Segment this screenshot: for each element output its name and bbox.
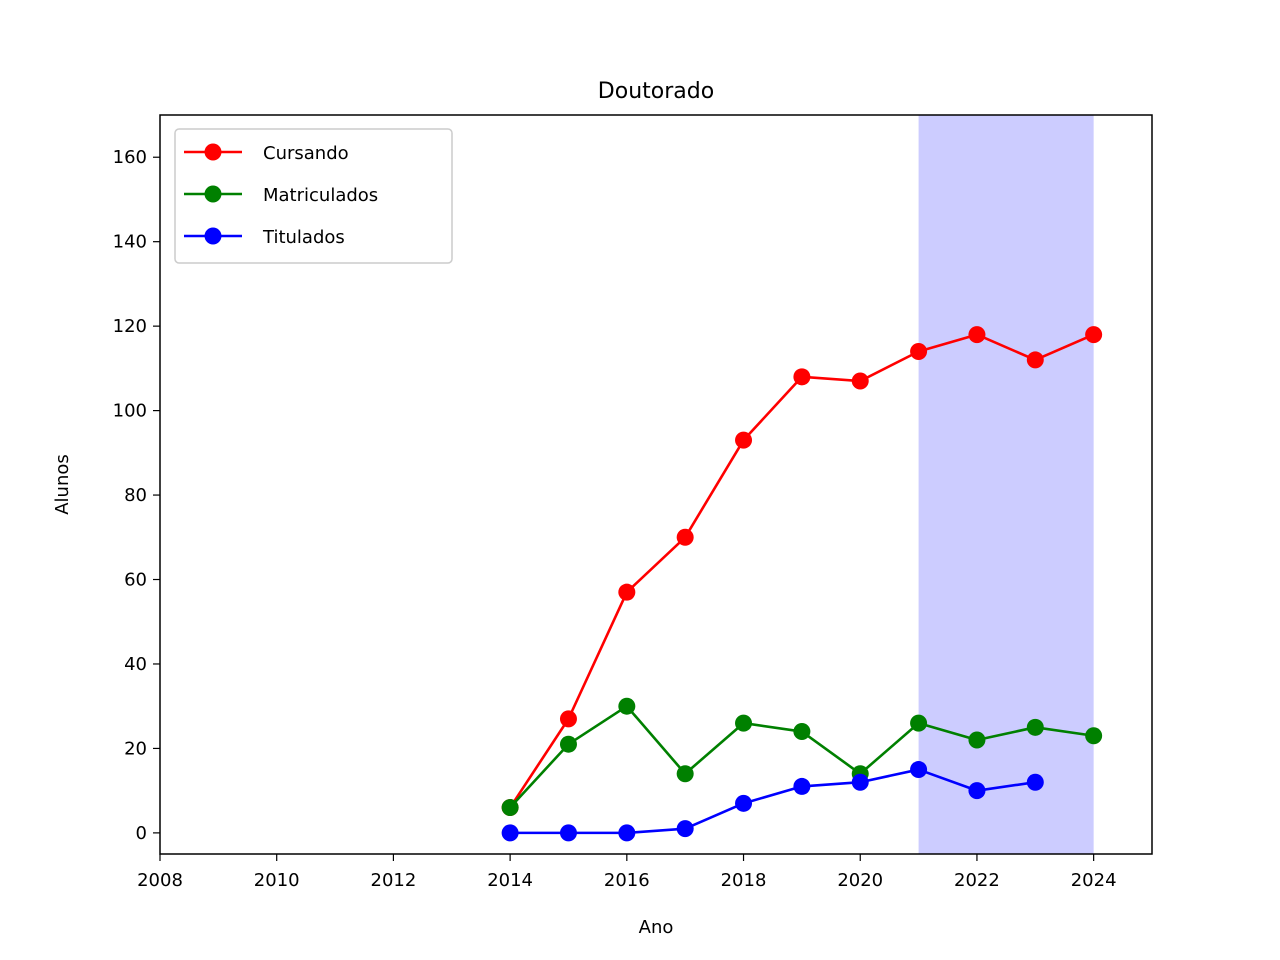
legend-marker-matriculados xyxy=(204,185,222,203)
data-point-cursando xyxy=(1026,351,1044,369)
x-tick-label: 2024 xyxy=(1071,870,1117,891)
y-axis-label: Alunos xyxy=(52,454,73,515)
series-line-titulados xyxy=(510,768,1036,835)
data-point-cursando xyxy=(1085,326,1103,344)
plot-frame xyxy=(159,114,1153,855)
data-point-matriculados xyxy=(618,697,636,715)
data-point-matriculados xyxy=(968,731,986,749)
x-tick-label: 2010 xyxy=(254,870,300,891)
x-tick-label: 2012 xyxy=(371,870,417,891)
data-point-cursando xyxy=(793,368,811,386)
legend-label-matriculados: Matriculados xyxy=(263,185,378,206)
x-axis-label: Ano xyxy=(639,917,674,938)
data-point-cursando xyxy=(851,372,869,390)
chart-title: Doutorado xyxy=(598,79,714,104)
data-point-titulados xyxy=(676,820,694,838)
data-point-matriculados xyxy=(501,799,519,817)
y-tick-label: 140 xyxy=(113,232,147,253)
y-tick-label: 100 xyxy=(113,401,147,422)
legend-box xyxy=(174,128,453,264)
data-point-titulados xyxy=(968,782,986,800)
shaded-region xyxy=(918,115,1094,854)
data-point-titulados xyxy=(851,773,869,791)
data-point-matriculados xyxy=(1026,718,1044,736)
legend-label-cursando: Cursando xyxy=(263,143,349,164)
x-tick-label: 2016 xyxy=(604,870,650,891)
series-layer xyxy=(501,326,1103,842)
data-point-matriculados xyxy=(676,765,694,783)
legend: Cursando Matriculados Titulados xyxy=(174,128,453,264)
y-axis: 0 20 40 60 80 100 120 140 160 xyxy=(113,147,160,844)
y-tick-label: 0 xyxy=(136,823,147,844)
data-point-cursando xyxy=(910,342,928,360)
y-tick-label: 80 xyxy=(124,485,147,506)
x-tick-label: 2020 xyxy=(837,870,883,891)
x-tick-label: 2014 xyxy=(487,870,533,891)
data-point-titulados xyxy=(559,824,577,842)
data-point-titulados xyxy=(618,824,636,842)
legend-marker-titulados xyxy=(204,227,222,245)
x-tick-label: 2008 xyxy=(137,870,183,891)
y-tick-label: 20 xyxy=(124,738,147,759)
y-tick-label: 160 xyxy=(113,147,147,168)
data-point-cursando xyxy=(618,583,636,601)
data-point-cursando xyxy=(559,710,577,728)
y-tick-label: 120 xyxy=(113,316,147,337)
data-point-titulados xyxy=(735,794,753,812)
y-tick-label: 40 xyxy=(124,654,147,675)
data-point-matriculados xyxy=(559,735,577,753)
legend-marker-cursando xyxy=(204,143,222,161)
legend-label-titulados: Titulados xyxy=(262,227,345,248)
data-point-cursando xyxy=(968,326,986,344)
data-point-cursando xyxy=(676,528,694,546)
y-tick-label: 60 xyxy=(124,570,147,591)
data-point-titulados xyxy=(910,761,928,779)
data-point-matriculados xyxy=(1085,727,1103,745)
data-point-titulados xyxy=(793,777,811,795)
data-point-matriculados xyxy=(793,723,811,741)
data-point-titulados xyxy=(501,824,519,842)
data-point-cursando xyxy=(735,431,753,449)
x-tick-label: 2022 xyxy=(954,870,1000,891)
x-tick-label: 2018 xyxy=(721,870,767,891)
x-axis: 2008 2010 2012 2014 2016 2018 2020 2022 2024 xyxy=(137,854,1117,891)
data-point-titulados xyxy=(1026,773,1044,791)
data-point-matriculados xyxy=(735,714,753,732)
data-point-matriculados xyxy=(910,714,928,732)
shaded-region-layer xyxy=(918,115,1094,854)
